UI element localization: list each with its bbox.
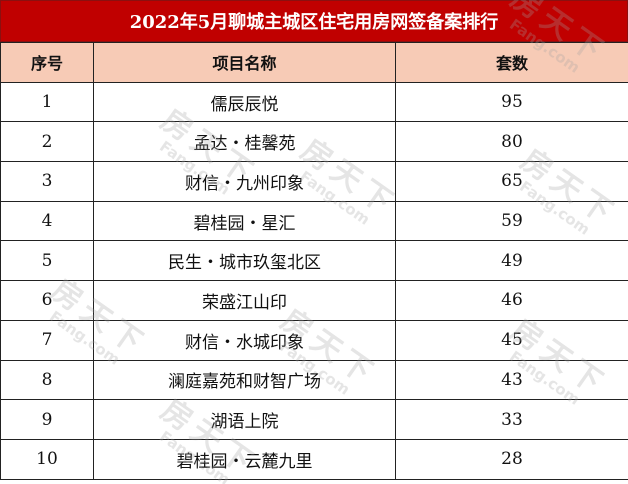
rank-cell: 6 xyxy=(0,280,94,321)
project-name-cell: 澜庭嘉苑和财智广场 xyxy=(93,359,396,401)
project-name-cell: 财信・九州印象 xyxy=(93,161,396,202)
column-header-count: 套数 xyxy=(395,42,628,83)
rank-cell: 9 xyxy=(0,399,94,440)
rank-cell: 7 xyxy=(0,319,94,361)
project-name-cell: 财信・水城印象 xyxy=(93,319,396,361)
project-name-cell: 碧桂园・云麓九里 xyxy=(93,438,396,480)
count-cell: 80 xyxy=(395,121,628,163)
project-name-cell: 碧桂园・星汇 xyxy=(93,200,396,242)
rank-cell: 8 xyxy=(0,359,94,401)
count-cell: 46 xyxy=(395,280,628,321)
table-row: 7 财信・水城印象 45 xyxy=(0,319,628,361)
rank-cell: 5 xyxy=(0,240,94,282)
count-cell: 95 xyxy=(395,81,628,123)
count-cell: 65 xyxy=(395,161,628,202)
count-cell: 28 xyxy=(395,438,628,480)
rank-cell: 2 xyxy=(0,121,94,163)
ranking-table: 序号 项目名称 套数 1 儒辰辰悦 95 2 孟达・桂馨苑 80 3 财信・九州… xyxy=(0,42,628,480)
table-row: 5 民生・城市玖玺北区 49 xyxy=(0,240,628,282)
header-row: 序号 项目名称 套数 xyxy=(0,42,628,83)
project-name-cell: 孟达・桂馨苑 xyxy=(93,121,396,163)
rank-cell: 3 xyxy=(0,161,94,202)
column-header-rank: 序号 xyxy=(0,42,94,83)
project-name-cell: 儒辰辰悦 xyxy=(93,81,396,123)
table-row: 2 孟达・桂馨苑 80 xyxy=(0,121,628,163)
rank-cell: 1 xyxy=(0,81,94,123)
count-cell: 59 xyxy=(395,200,628,242)
table-row: 1 儒辰辰悦 95 xyxy=(0,81,628,123)
table-row: 10 碧桂园・云麓九里 28 xyxy=(0,438,628,480)
table-row: 9 湖语上院 33 xyxy=(0,399,628,440)
table-title: 2022年5月聊城主城区住宅用房网签备案排行 xyxy=(0,0,628,42)
rank-cell: 10 xyxy=(0,438,94,480)
table-row: 3 财信・九州印象 65 xyxy=(0,161,628,202)
count-cell: 43 xyxy=(395,359,628,401)
count-cell: 45 xyxy=(395,319,628,361)
project-name-cell: 民生・城市玖玺北区 xyxy=(93,240,396,282)
count-cell: 33 xyxy=(395,399,628,440)
table-row: 8 澜庭嘉苑和财智广场 43 xyxy=(0,359,628,401)
table-row: 4 碧桂园・星汇 59 xyxy=(0,200,628,242)
rank-cell: 4 xyxy=(0,200,94,242)
count-cell: 49 xyxy=(395,240,628,282)
table-row: 6 荣盛江山印 46 xyxy=(0,280,628,321)
project-name-cell: 湖语上院 xyxy=(93,399,396,440)
project-name-cell: 荣盛江山印 xyxy=(93,280,396,321)
column-header-project: 项目名称 xyxy=(93,42,396,83)
